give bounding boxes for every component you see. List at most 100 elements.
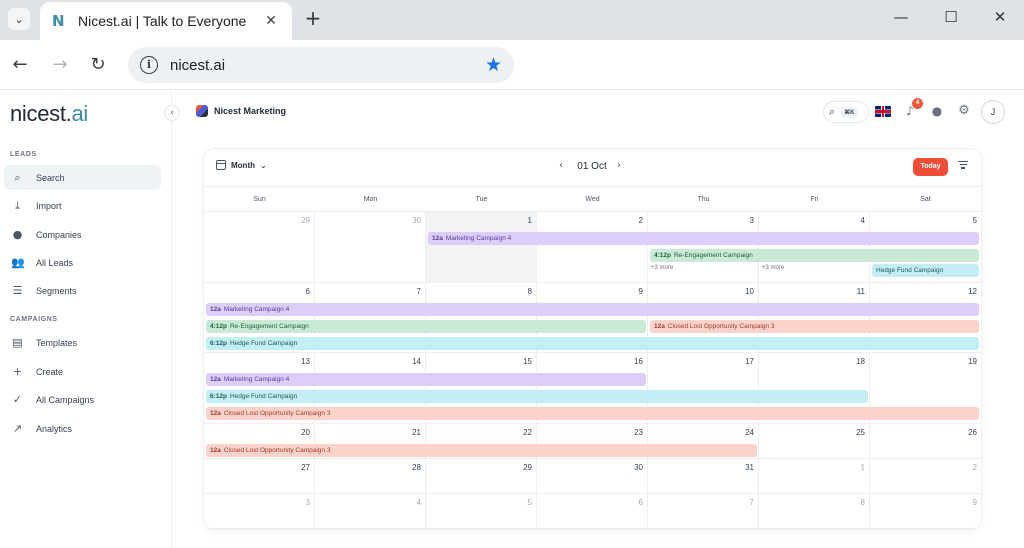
uk-flag-icon[interactable] [875, 106, 891, 117]
new-tab-button[interactable]: + [304, 6, 322, 30]
event-time: 6:12p [210, 393, 227, 400]
day-cell[interactable]: 25 [759, 424, 870, 459]
minimize-icon[interactable]: — [893, 8, 909, 26]
bookmark-star-icon[interactable]: ★ [484, 54, 502, 76]
notifications-bell-icon[interactable]: ♪ [906, 104, 914, 118]
day-cell[interactable]: 29 [204, 212, 315, 283]
calendar-event[interactable]: 12a Marketing Campaign 4 [206, 373, 646, 386]
day-cell[interactable]: 29 [426, 459, 537, 494]
day-cell[interactable]: 30 [315, 212, 426, 283]
day-cell[interactable]: 5 [426, 494, 537, 529]
more-events-link[interactable]: +3 more [651, 265, 674, 271]
calendar-event[interactable]: 12a Marketing Campaign 4 [206, 303, 979, 316]
day-cell[interactable]: 23 [537, 424, 648, 459]
forward-arrow-icon[interactable]: → [52, 54, 68, 75]
day-cell[interactable]: 6 [537, 494, 648, 529]
sidebar-item-companies[interactable]: ● Companies [4, 222, 161, 247]
day-cell[interactable]: 16 [537, 353, 648, 424]
reload-icon[interactable]: ↻ [90, 54, 106, 75]
window-close-icon[interactable]: ✕ [993, 8, 1007, 26]
day-cell[interactable]: 1 [426, 212, 537, 283]
day-number: 20 [301, 428, 310, 437]
sidebar-item-analytics[interactable]: ↗ Analytics [4, 416, 161, 441]
day-cell[interactable]: 8 [759, 494, 870, 529]
sidebar-item-all-campaigns[interactable]: ✓ All Campaigns [4, 387, 161, 412]
sidebar-item-segments[interactable]: ☰ Segments [4, 278, 161, 303]
day-cell[interactable]: 19 [870, 353, 981, 424]
day-cell[interactable]: 27 [204, 459, 315, 494]
calendar-event[interactable]: 12a Closed Lost Opportunity Campaign 3 [206, 444, 757, 457]
address-bar[interactable]: i nicest.ai ★ [128, 47, 514, 83]
sidebar-item-templates[interactable]: ▤ Templates [4, 330, 161, 355]
day-cell[interactable]: 11 [759, 283, 870, 353]
sidebar-item-import[interactable]: ⤓ Import [4, 193, 161, 218]
day-cell[interactable]: 31 [648, 459, 759, 494]
day-cell[interactable]: 14 [315, 353, 426, 424]
prev-month-button[interactable]: ‹ [559, 160, 563, 171]
day-cell[interactable]: 9 [537, 283, 648, 353]
day-cell[interactable]: 6 [204, 283, 315, 353]
tab-search-button[interactable]: ⌄ [8, 8, 30, 30]
nicest-logo[interactable]: nicest.ai [10, 101, 88, 127]
team-icon[interactable]: ● [931, 104, 943, 118]
day-cell[interactable]: 2 [537, 212, 648, 283]
day-cell[interactable]: 20 [204, 424, 315, 459]
day-cell[interactable]: 9 [870, 494, 981, 529]
workspace-name[interactable]: Nicest Marketing [214, 106, 287, 116]
nicest-favicon-icon: N [52, 12, 65, 30]
sidebar-item-search[interactable]: ⌕ Search [4, 165, 161, 190]
calendar-event[interactable]: 6:12p Hedge Fund Campaign [206, 390, 868, 403]
calendar-event[interactable]: 12a Marketing Campaign 4 [428, 232, 979, 245]
sidebar-item-create[interactable]: + Create [4, 359, 161, 384]
day-cell[interactable]: 1 [759, 459, 870, 494]
day-cell[interactable]: 12 [870, 283, 981, 353]
day-number: 8 [527, 287, 532, 296]
day-cell[interactable]: 3 [648, 212, 759, 283]
calendar-event[interactable]: 4:12p Re-Engagement Campaign [206, 320, 646, 333]
logo-main: nicest. [10, 101, 72, 126]
url-text[interactable]: nicest.ai [170, 56, 226, 74]
calendar-event[interactable]: 12a Closed Lost Opportunity Campaign 3 [206, 407, 979, 420]
calendar-event[interactable]: 4:12p Re-Engagement Campaign [650, 249, 979, 262]
today-button[interactable]: Today [913, 158, 948, 176]
day-cell[interactable]: 8 [426, 283, 537, 353]
maximize-icon[interactable]: ☐ [944, 8, 958, 26]
calendar-event[interactable]: 12a Closed Lost Opportunity Campaign 3 [650, 320, 979, 333]
day-cell[interactable]: 5 [870, 212, 981, 283]
day-number: 18 [856, 357, 865, 366]
view-select[interactable]: Month ⌄ [216, 160, 267, 170]
day-cell[interactable]: 10 [648, 283, 759, 353]
sidebar-item-all-leads[interactable]: 👥 All Leads [4, 250, 161, 275]
site-info-icon[interactable]: i [140, 56, 158, 74]
back-arrow-icon[interactable]: ← [12, 54, 28, 75]
sidebar-collapse-button[interactable]: ‹ [164, 105, 180, 121]
day-cell[interactable]: 2 [870, 459, 981, 494]
gear-icon[interactable]: ⚙ [958, 103, 970, 118]
day-number: 4 [860, 216, 865, 225]
avatar[interactable]: J [981, 100, 1005, 124]
day-cell[interactable]: 30 [537, 459, 648, 494]
tab-close-icon[interactable]: ✕ [265, 13, 277, 29]
day-cell[interactable]: 7 [315, 283, 426, 353]
day-cell[interactable]: 4 [315, 494, 426, 529]
day-cell[interactable]: 7 [648, 494, 759, 529]
more-events-link[interactable]: +3 more [762, 265, 785, 271]
calendar-event[interactable]: 6:12p Hedge Fund Campaign [206, 337, 979, 350]
day-cell[interactable]: 4 [759, 212, 870, 283]
day-cell[interactable]: 17 [648, 353, 759, 424]
day-cell[interactable]: 28 [315, 459, 426, 494]
day-cell[interactable]: 21 [315, 424, 426, 459]
day-cell[interactable]: 15 [426, 353, 537, 424]
day-cell[interactable]: 18 [759, 353, 870, 424]
day-cell[interactable]: 22 [426, 424, 537, 459]
day-cell[interactable]: 26 [870, 424, 981, 459]
command-search-button[interactable]: ⌕ ⌘K [823, 101, 869, 123]
browser-tab[interactable]: N Nicest.ai | Talk to Everyone ✕ [40, 2, 292, 40]
filter-icon[interactable] [958, 161, 968, 171]
event-time: 12a [210, 447, 221, 454]
day-cell[interactable]: 24 [648, 424, 759, 459]
next-month-button[interactable]: › [617, 160, 621, 171]
day-cell[interactable]: 3 [204, 494, 315, 529]
day-cell[interactable]: 13 [204, 353, 315, 424]
calendar-event[interactable]: Hedge Fund Campaign [872, 264, 979, 277]
